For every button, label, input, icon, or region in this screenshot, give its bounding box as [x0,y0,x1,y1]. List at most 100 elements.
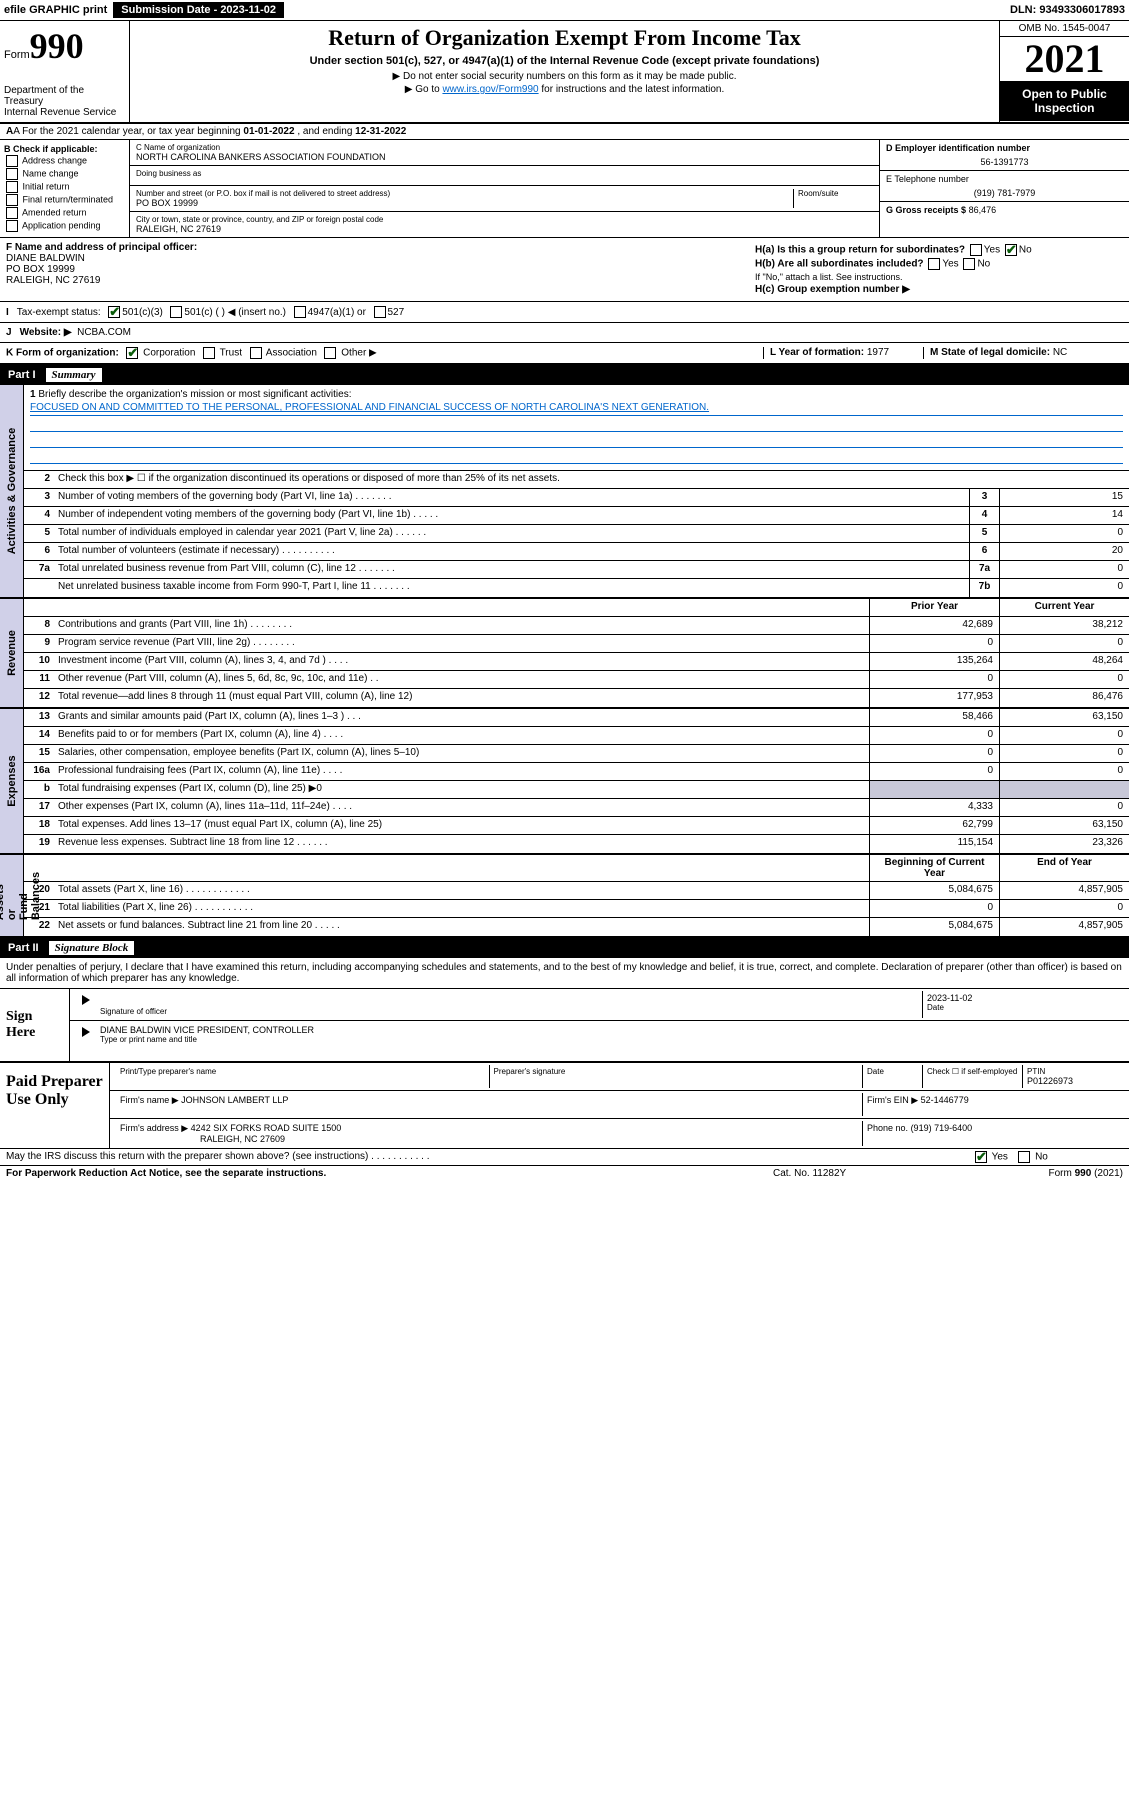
table-row: 9Program service revenue (Part VIII, lin… [24,635,1129,653]
side-expenses: Expenses [0,709,24,853]
prep-row2: Firm's name ▶ JOHNSON LAMBERT LLP Firm's… [110,1091,1129,1119]
part2-header: Part II Signature Block [0,938,1129,958]
city: RALEIGH, NC 27619 [136,224,873,234]
table-row: 3Number of voting members of the governi… [24,489,1129,507]
year-formation: 1977 [867,347,889,358]
officer-name: DIANE BALDWIN VICE PRESIDENT, CONTROLLER [100,1025,1119,1035]
hb-yes-checkbox[interactable] [928,258,940,270]
sign-here-label: Sign Here [0,989,70,1061]
header-mid: Return of Organization Exempt From Incom… [130,21,999,122]
side-governance: Activities & Governance [0,385,24,597]
sig-intro: Under penalties of perjury, I declare th… [0,958,1129,989]
table-row: 18Total expenses. Add lines 13–17 (must … [24,817,1129,835]
firm-address: 4242 SIX FORKS ROAD SUITE 1500 [191,1123,342,1133]
ein: 56-1391773 [886,157,1123,167]
firm-ein: 52-1446779 [921,1095,969,1105]
side-revenue: Revenue [0,599,24,707]
checkbox-option[interactable]: Amended return [4,207,125,219]
checkbox-option[interactable]: Address change [4,155,125,167]
table-row: 7aTotal unrelated business revenue from … [24,561,1129,579]
irs-link[interactable]: www.irs.gov/Form990 [442,84,538,95]
discuss-no-checkbox[interactable] [1018,1151,1030,1163]
col-b: B Check if applicable: Address change Na… [0,140,130,237]
department: Department of the Treasury Internal Reve… [4,85,125,118]
corp-checkbox[interactable] [126,347,138,359]
gross-receipts: 86,476 [969,205,997,215]
table-row: 15Salaries, other compensation, employee… [24,745,1129,763]
omb-number: OMB No. 1545-0047 [1000,21,1129,37]
governance-section: Activities & Governance 1 Briefly descri… [0,385,1129,599]
paperwork-notice: For Paperwork Reduction Act Notice, see … [6,1168,773,1179]
checkbox-option[interactable]: Application pending [4,220,125,232]
footer: For Paperwork Reduction Act Notice, see … [0,1166,1129,1181]
501c3-checkbox[interactable] [108,306,120,318]
cat-no: Cat. No. 11282Y [773,1168,973,1179]
4947-checkbox[interactable] [294,306,306,318]
org-name-row: C Name of organization NORTH CAROLINA BA… [130,140,879,166]
prep-row1: Print/Type preparer's name Preparer's si… [110,1063,1129,1091]
rev-header: Prior YearCurrent Year [24,599,1129,617]
table-row: 13Grants and similar amounts paid (Part … [24,709,1129,727]
header-left: Form990 Department of the Treasury Inter… [0,21,130,122]
state-domicile: NC [1053,347,1067,358]
dln: DLN: 93493306017893 [1010,4,1125,16]
officer-name-row: DIANE BALDWIN VICE PRESIDENT, CONTROLLER… [70,1021,1129,1049]
hb-no-checkbox[interactable] [963,258,975,270]
table-row: 11Other revenue (Part VIII, column (A), … [24,671,1129,689]
submission-date: Submission Date - 2023-11-02 [113,2,284,18]
table-row: Net unrelated business taxable income fr… [24,579,1129,597]
efile-label: efile GRAPHIC print [4,4,107,16]
open-public: Open to Public Inspection [1000,81,1129,121]
checkbox-option[interactable]: Name change [4,168,125,180]
assoc-checkbox[interactable] [250,347,262,359]
expenses-section: Expenses 13Grants and similar amounts pa… [0,709,1129,855]
col-c: C Name of organization NORTH CAROLINA BA… [130,140,879,237]
arrow-icon [76,1023,96,1047]
table-row: bTotal fundraising expenses (Part IX, co… [24,781,1129,799]
gross-row: G Gross receipts $ 86,476 [880,202,1129,222]
note-link: ▶ Go to www.irs.gov/Form990 for instruct… [138,84,991,95]
ptin: P01226973 [1027,1076,1119,1086]
501c-checkbox[interactable] [170,306,182,318]
website: NCBA.COM [77,327,131,338]
revenue-section: Revenue Prior YearCurrent Year 8Contribu… [0,599,1129,709]
preparer-block: Paid Preparer Use Only Print/Type prepar… [0,1063,1129,1149]
address: PO BOX 19999 [136,198,793,208]
checkbox-option[interactable]: Initial return [4,181,125,193]
part1-header: Part I Summary [0,365,1129,385]
ha-yes-checkbox[interactable] [970,244,982,256]
ha-no-checkbox[interactable] [1005,244,1017,256]
tax-year: 2021 [1000,37,1129,81]
ein-row: D Employer identification number 56-1391… [880,140,1129,171]
table-row: 5Total number of individuals employed in… [24,525,1129,543]
top-bar: efile GRAPHIC print Submission Date - 20… [0,0,1129,21]
header-right: OMB No. 1545-0047 2021 Open to Public In… [999,21,1129,122]
arrow-icon [76,991,96,1018]
sign-here-block: Sign Here Signature of officer 2023-11-0… [0,989,1129,1063]
table-row: 17Other expenses (Part IX, column (A), l… [24,799,1129,817]
net-assets-section: Net Assets or Fund Balances Beginning of… [0,855,1129,938]
trust-checkbox[interactable] [203,347,215,359]
form-subtitle: Under section 501(c), 527, or 4947(a)(1)… [138,55,991,67]
col-d: D Employer identification number 56-1391… [879,140,1129,237]
org-name: NORTH CAROLINA BANKERS ASSOCIATION FOUND… [136,152,873,162]
form-header: Form990 Department of the Treasury Inter… [0,21,1129,124]
section-bcd: B Check if applicable: Address change Na… [0,140,1129,238]
checkbox-option[interactable]: Final return/terminated [4,194,125,206]
table-row: 10Investment income (Part VIII, column (… [24,653,1129,671]
telephone: (919) 781-7979 [886,188,1123,198]
col-b-header: B Check if applicable: [4,144,125,154]
row-i: I Tax-exempt status: 501(c)(3) 501(c) ( … [0,302,1129,323]
discuss-yes-checkbox[interactable] [975,1151,987,1163]
table-row: 6Total number of volunteers (estimate if… [24,543,1129,561]
note-ssn: ▶ Do not enter social security numbers o… [138,71,991,82]
form-title: Return of Organization Exempt From Incom… [138,25,991,51]
other-checkbox[interactable] [324,347,336,359]
line-2: 2Check this box ▶ ☐ if the organization … [24,471,1129,489]
table-row: 19Revenue less expenses. Subtract line 1… [24,835,1129,853]
table-row: 12Total revenue—add lines 8 through 11 (… [24,689,1129,707]
mission-block: 1 Briefly describe the organization's mi… [24,385,1129,471]
row-j: J Website: ▶ NCBA.COM [0,323,1129,343]
527-checkbox[interactable] [374,306,386,318]
city-row: City or town, state or province, country… [130,212,879,237]
